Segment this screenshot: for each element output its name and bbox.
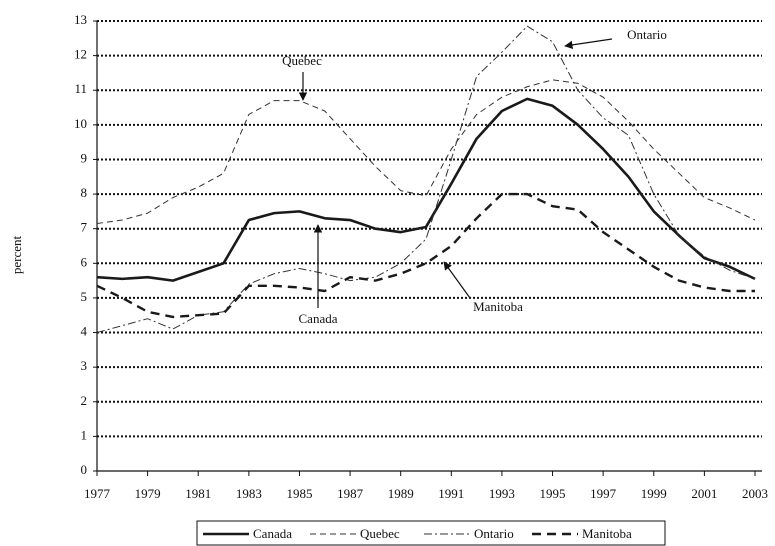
y-tick-label: 9: [81, 150, 88, 165]
legend-box: [196, 520, 666, 546]
legend-label: Quebec: [360, 526, 400, 541]
annotation: Canada: [299, 311, 338, 326]
x-tick-label: 1977: [84, 486, 111, 501]
series-line: [96, 97, 756, 282]
annotation: Manitoba: [473, 299, 523, 314]
x-tick-label: 2001: [691, 486, 717, 501]
x-tick-label: 1989: [388, 486, 414, 501]
annotation: Quebec: [282, 53, 322, 68]
y-tick-label: 13: [74, 12, 87, 27]
y-tick-label: 3: [81, 358, 88, 373]
x-tick-label: 1983: [236, 486, 262, 501]
x-tick-label: 1985: [286, 486, 312, 501]
y-tick-label: 7: [81, 220, 88, 235]
x-tick-label: 1987: [337, 486, 364, 501]
x-tick-label: 2003: [742, 486, 768, 501]
annotation-arrow: [443, 261, 471, 299]
y-tick-label: 0: [81, 462, 88, 477]
y-tick-label: 2: [81, 393, 88, 408]
annotation: Ontario: [627, 27, 667, 42]
annotation-arrow: [564, 38, 613, 50]
legend-label: Canada: [253, 526, 292, 541]
x-tick-label: 1993: [489, 486, 515, 501]
x-tick-label: 1997: [590, 486, 617, 501]
x-tick-label: 1991: [438, 486, 464, 501]
x-tick-label: 1981: [185, 486, 211, 501]
y-tick-label: 11: [74, 81, 87, 96]
series-line: [96, 25, 756, 334]
legend-label: Manitoba: [582, 526, 632, 541]
y-tick-label: 1: [81, 427, 88, 442]
y-tick-label: 10: [74, 116, 87, 131]
y-tick-label: 6: [81, 254, 88, 269]
x-tick-label: 1995: [540, 486, 566, 501]
x-tick-label: 1999: [641, 486, 667, 501]
series-line: [96, 192, 755, 319]
series-line: [96, 79, 756, 224]
y-tick-label: 8: [81, 185, 88, 200]
y-tick-label: 12: [74, 47, 87, 62]
x-tick-label: 1979: [135, 486, 161, 501]
legend-label: Ontario: [474, 526, 514, 541]
y-tick-label: 4: [81, 324, 88, 339]
y-tick-label: 5: [81, 289, 88, 304]
y-axis-label: percent: [9, 235, 24, 274]
